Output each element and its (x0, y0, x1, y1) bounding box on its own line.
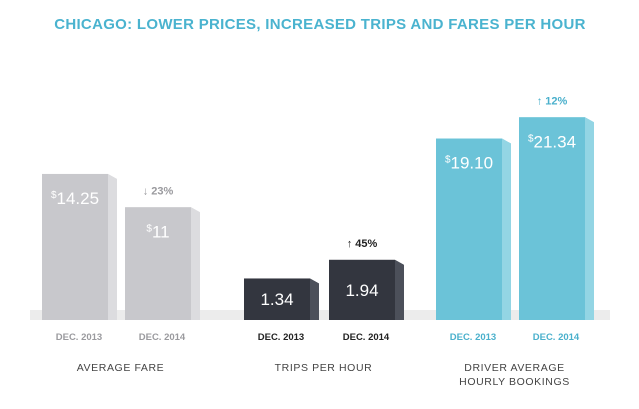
group-label: AVERAGE FARE (77, 362, 165, 374)
data-label: 1.34 (260, 290, 293, 309)
data-label: $11 (146, 222, 169, 241)
bar-side (191, 207, 200, 320)
currency-symbol: $ (445, 155, 451, 166)
bar-side (310, 278, 319, 320)
data-value: 19.10 (451, 154, 494, 173)
group-label: DRIVER AVERAGE (464, 362, 564, 374)
data-label: $21.34 (528, 132, 576, 151)
change-annotation: ↓ 23% (143, 185, 174, 197)
bar (329, 259, 395, 320)
data-value: 11 (152, 222, 170, 241)
floor-band (30, 310, 610, 320)
category-label: DEC. 2013 (56, 332, 102, 343)
bar (436, 138, 502, 320)
category-label: DEC. 2014 (533, 332, 580, 343)
data-value: 14.25 (57, 189, 100, 208)
group-label: TRIPS PER HOUR (275, 362, 373, 374)
bar (244, 278, 310, 320)
category-label: DEC. 2013 (258, 332, 304, 343)
currency-symbol: $ (146, 223, 152, 234)
group-label: HOURLY BOOKINGS (459, 376, 570, 388)
chart-title: CHICAGO: LOWER PRICES, INCREASED TRIPS A… (54, 16, 586, 33)
currency-symbol: $ (528, 133, 534, 144)
bar-side (395, 259, 404, 320)
data-value: 21.34 (534, 132, 577, 151)
bar (519, 117, 585, 321)
category-label: DEC. 2014 (139, 332, 186, 343)
data-label: $14.25 (51, 189, 99, 208)
bar-side (502, 138, 511, 320)
bar-side (108, 173, 117, 320)
currency-symbol: $ (51, 190, 57, 201)
bar (42, 173, 108, 320)
category-label: DEC. 2013 (450, 332, 496, 343)
bar-side (585, 117, 594, 321)
chart-marks: $14.25 DEC. 2013 $11 DEC. 2014 ↓ 23% AVERAGE … (42, 95, 594, 388)
change-annotation: ↑ 45% (347, 238, 378, 250)
data-label: $19.10 (445, 154, 493, 173)
category-label: DEC. 2014 (343, 332, 390, 343)
bar (125, 207, 191, 320)
change-annotation: ↑ 12% (537, 95, 568, 107)
data-label: 1.94 (345, 281, 378, 300)
